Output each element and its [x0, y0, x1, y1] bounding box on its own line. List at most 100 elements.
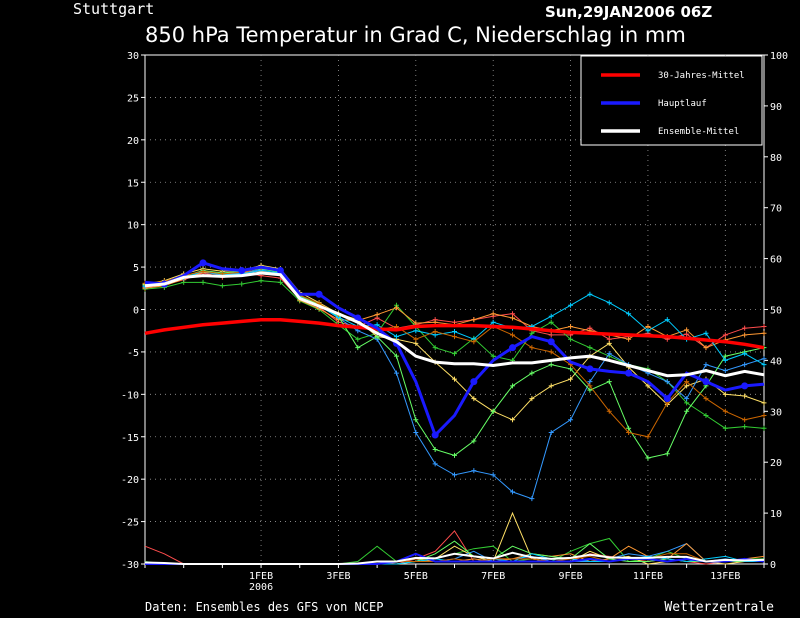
member-point [761, 356, 767, 362]
precip-line-mean [144, 551, 765, 565]
member-point [761, 323, 767, 329]
y2-tick-label: 20 [770, 458, 782, 469]
member-point [529, 330, 535, 336]
member-point [742, 351, 748, 357]
x-tick-label: 13FEB [710, 571, 740, 582]
member-point [200, 279, 206, 285]
y-tick-label: 15 [127, 178, 139, 189]
member-point [393, 334, 399, 340]
member-point [471, 317, 477, 323]
member-point [432, 461, 438, 467]
member-point [645, 323, 651, 329]
member-point [219, 283, 225, 289]
member-point [587, 345, 593, 351]
member-point [684, 396, 690, 402]
member-point [761, 425, 767, 431]
member-point [200, 268, 206, 274]
y2-tick-label: 60 [770, 255, 782, 266]
member-point [761, 400, 767, 406]
member-point [722, 391, 728, 397]
member-point [529, 345, 535, 351]
member-point [606, 340, 612, 346]
member-point [548, 313, 554, 319]
climate-line [144, 317, 765, 350]
member-point [587, 379, 593, 385]
member-point [742, 424, 748, 430]
member-point [703, 413, 709, 419]
member-point [432, 329, 438, 335]
member-point [722, 368, 728, 374]
member-point [510, 311, 516, 317]
member-point [374, 334, 380, 340]
x-tick-label: 9FEB [559, 571, 583, 582]
member-point [510, 383, 516, 389]
y-tick-label: -5 [127, 348, 139, 359]
member-point [742, 393, 748, 399]
member-point [664, 379, 670, 385]
member-point [645, 328, 651, 334]
member-point [529, 496, 535, 502]
chart-title: 850 hPa Temperatur in Grad C, Niederschl… [145, 23, 686, 47]
member-point [529, 396, 535, 402]
main-run-point [702, 378, 710, 386]
member-point [645, 434, 651, 440]
data-source-label: Daten: Ensembles des GFS von NCEP [145, 600, 383, 614]
member-point [722, 357, 728, 363]
x-tick-label: 1FEB [249, 571, 273, 582]
main-run-point [586, 365, 594, 373]
member-point [452, 452, 457, 458]
main-run-point [547, 338, 555, 346]
y-tick-label: -20 [121, 475, 139, 486]
member-point [548, 319, 554, 325]
member-point [471, 468, 477, 474]
member-point [413, 320, 419, 326]
member-point [626, 425, 632, 431]
member-point [761, 413, 767, 419]
y2-tick-label: 50 [770, 306, 782, 317]
member-point [432, 345, 438, 351]
legend-label: Ensemble-Mittel [658, 127, 739, 137]
member-point [490, 353, 496, 359]
member-point [684, 400, 690, 406]
member-point [587, 387, 593, 393]
member-point [355, 336, 361, 342]
main-run-point [238, 266, 246, 274]
member-point [510, 417, 516, 423]
main-run-point [431, 431, 439, 439]
member-point [568, 336, 574, 342]
member-point [568, 417, 574, 423]
member-point [703, 330, 709, 336]
main-run-line [144, 261, 765, 438]
member-point [587, 291, 593, 297]
member-point [703, 362, 709, 368]
main-run-point [509, 344, 517, 352]
member-point [548, 349, 554, 355]
member-point [258, 278, 264, 284]
y2-tick-label: 80 [770, 153, 782, 164]
y2-tick-label: 40 [770, 356, 782, 367]
member-point [742, 417, 748, 423]
y-tick-label: 20 [127, 136, 139, 147]
main-run-point [199, 259, 207, 267]
member-point [452, 329, 457, 335]
member-point [606, 300, 612, 306]
member-point [645, 383, 651, 389]
member-point [722, 408, 728, 414]
member-point [490, 408, 496, 414]
member-point [277, 279, 283, 285]
y2-tick-label: 30 [770, 407, 782, 418]
member-point [529, 370, 535, 376]
main-run-point [470, 378, 478, 386]
member-point [606, 336, 612, 342]
member-point [568, 376, 574, 382]
member-point [510, 489, 516, 495]
member-point [355, 345, 361, 351]
y-tick-label: 0 [133, 306, 139, 317]
member-point [239, 281, 245, 287]
member-point [413, 328, 419, 334]
member-point [548, 362, 554, 368]
legend: 30-Jahres-Mittel Hauptlauf Ensemble-Mittel [580, 55, 763, 146]
member-point [452, 376, 457, 382]
member-point [393, 370, 399, 376]
main-run-point [625, 369, 633, 377]
